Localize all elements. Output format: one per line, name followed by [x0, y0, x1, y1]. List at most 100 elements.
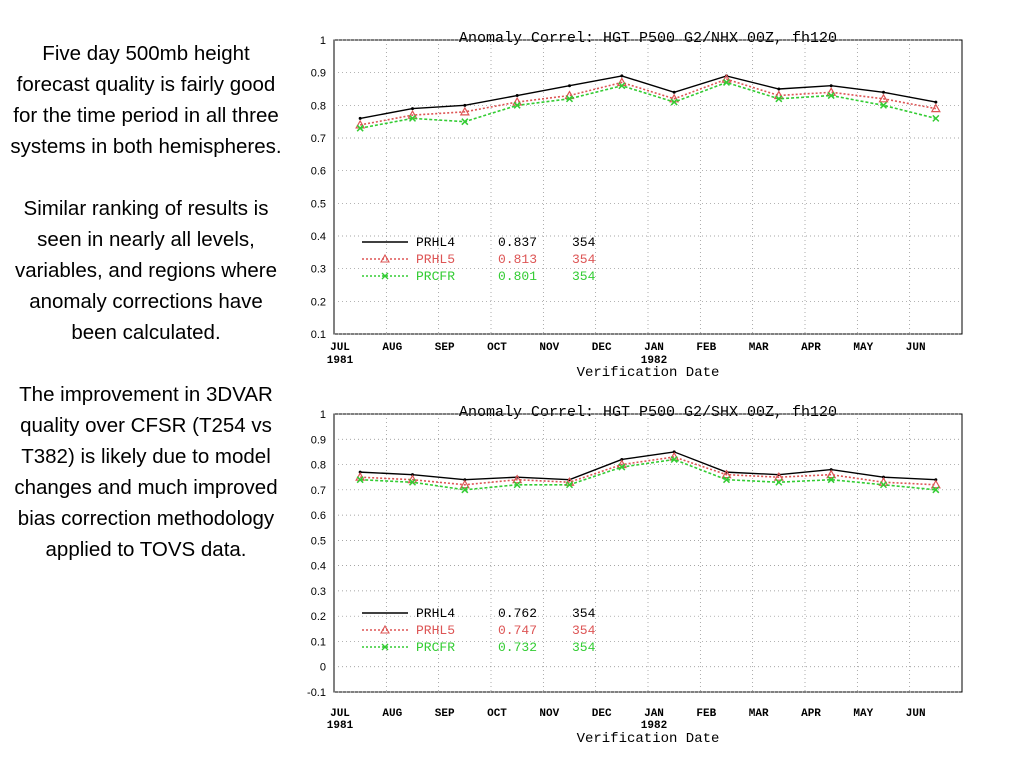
y-tick-label: 0.5 — [311, 535, 326, 547]
data-point-prcfr — [618, 82, 626, 90]
y-tick-label: 1 — [320, 35, 326, 47]
legend-series-name: PRHL4 — [416, 235, 455, 250]
year-label: 1981 — [327, 720, 354, 732]
data-point-prhl5 — [826, 469, 837, 479]
x-axis-label: Verification Date — [577, 365, 720, 381]
legend-marker — [381, 272, 389, 280]
y-tick-label: 0.2 — [311, 296, 326, 308]
legend-count: 354 — [572, 235, 596, 250]
data-point-prcfr — [775, 478, 783, 486]
x-tick-label: MAY — [853, 342, 873, 354]
data-point-prcfr — [408, 478, 417, 486]
y-tick-label: 0.8 — [311, 100, 326, 112]
data-point-prcfr — [618, 463, 626, 471]
legend-score: 0.813 — [498, 252, 537, 267]
legend-marker — [380, 624, 390, 634]
series-line-prcfr — [360, 458, 936, 491]
x-tick-label: JUN — [906, 708, 926, 720]
x-tick-label: FEB — [696, 708, 716, 720]
y-tick-label: 0.3 — [311, 264, 326, 276]
x-tick-label: FEB — [696, 342, 716, 354]
data-point-prcfr — [513, 481, 521, 489]
data-point-prhl5 — [930, 103, 941, 113]
y-tick-label: 0.9 — [311, 434, 326, 446]
y-tick-label: 0.9 — [311, 68, 326, 80]
legend-marker — [381, 643, 389, 651]
data-point-prcfr — [461, 118, 469, 126]
data-point-prcfr — [827, 476, 835, 484]
description-text: Five day 500mb height forecast quality i… — [6, 38, 286, 596]
series-line-prhl5 — [360, 456, 936, 486]
y-tick-label: 0.3 — [311, 586, 326, 598]
y-tick-label: 0.6 — [311, 510, 326, 522]
x-tick-label: AUG — [382, 708, 402, 720]
legend-series-name: PRHL5 — [416, 252, 455, 267]
data-point-prhl4 — [463, 103, 467, 107]
legend-entry-prhl4: PRHL4 0.837 354 — [362, 235, 596, 250]
year-label: 1981 — [327, 355, 354, 367]
legend-score: 0.747 — [498, 623, 537, 638]
legend-entry-prhl4: PRHL4 0.762 354 — [362, 606, 596, 621]
y-tick-label: 1 — [320, 409, 326, 421]
y-tick-label: 0.8 — [311, 460, 326, 472]
x-tick-label: OCT — [487, 342, 507, 354]
legend-series-name: PRHL5 — [416, 623, 455, 638]
data-point-prhl4 — [882, 90, 885, 94]
data-point-prcfr — [722, 476, 731, 484]
x-axis-label: Verification Date — [577, 731, 720, 747]
y-tick-label: 0.2 — [311, 611, 326, 623]
data-point-prcfr — [356, 124, 364, 132]
data-point-prhl4 — [934, 100, 938, 104]
x-tick-label: APR — [801, 342, 821, 354]
y-tick-label: 0.7 — [311, 485, 326, 497]
legend-marker — [380, 253, 390, 263]
data-point-prcfr — [513, 101, 521, 109]
data-point-prcfr — [408, 114, 417, 122]
y-tick-label: 0.1 — [311, 329, 326, 341]
series-line-prhl4 — [360, 75, 936, 120]
data-point-prhl4 — [411, 107, 414, 111]
paragraph-2: Similar ranking of results is seen in ne… — [14, 197, 278, 344]
y-tick-label: 0.6 — [311, 166, 326, 178]
y-tick-label: 0.4 — [311, 231, 326, 243]
x-tick-label: DEC — [592, 342, 612, 354]
y-tick-label: 0.4 — [311, 561, 326, 573]
data-point-prcfr — [565, 95, 574, 103]
legend-score: 0.837 — [498, 235, 537, 250]
data-point-prhl4 — [672, 90, 676, 94]
y-tick-label: 0.1 — [311, 636, 326, 648]
data-point-prhl5 — [459, 106, 470, 116]
data-point-prhl4 — [777, 87, 781, 91]
x-tick-label: SEP — [435, 342, 455, 354]
legend-score: 0.762 — [498, 606, 537, 621]
legend-count: 354 — [572, 606, 596, 621]
legend-entry-prhl5: PRHL5 0.747 354 — [362, 623, 596, 638]
legend-count: 354 — [572, 623, 596, 638]
data-point-prhl5 — [512, 474, 523, 484]
x-tick-label: NOV — [539, 708, 559, 720]
x-tick-label: OCT — [487, 708, 507, 720]
data-point-prcfr — [879, 481, 888, 489]
legend-entry-prhl5: PRHL5 0.813 354 — [362, 252, 596, 267]
x-tick-label: JUL — [330, 342, 350, 354]
data-point-prhl5 — [878, 93, 889, 103]
y-tick-label: -0.1 — [307, 687, 326, 699]
series-line-prhl4 — [360, 451, 936, 481]
data-point-prcfr — [932, 114, 940, 122]
legend-count: 354 — [572, 252, 596, 267]
data-point-prhl4 — [568, 84, 571, 88]
x-tick-label: DEC — [592, 708, 612, 720]
shx-anomaly-chart: Anomaly Correl: HGT P500 G2/SHX 00Z, fh1… — [307, 404, 963, 747]
x-tick-label: APR — [801, 708, 821, 720]
data-point-prcfr — [722, 78, 731, 86]
data-point-prhl4 — [829, 84, 833, 88]
paragraph-3: The improvement in 3DVAR quality over CF… — [14, 383, 278, 561]
x-tick-label: JAN — [644, 708, 664, 720]
data-point-prhl5 — [721, 469, 732, 479]
data-point-prhl5 — [773, 471, 784, 481]
nhx-anomaly-chart: Anomaly Correl: HGT P500 G2/NHX 00Z, fh1… — [311, 30, 963, 381]
legend-series-name: PRCFR — [416, 640, 455, 655]
legend-score: 0.801 — [498, 269, 537, 284]
x-tick-label: JUN — [906, 342, 926, 354]
data-point-prcfr — [879, 101, 888, 109]
